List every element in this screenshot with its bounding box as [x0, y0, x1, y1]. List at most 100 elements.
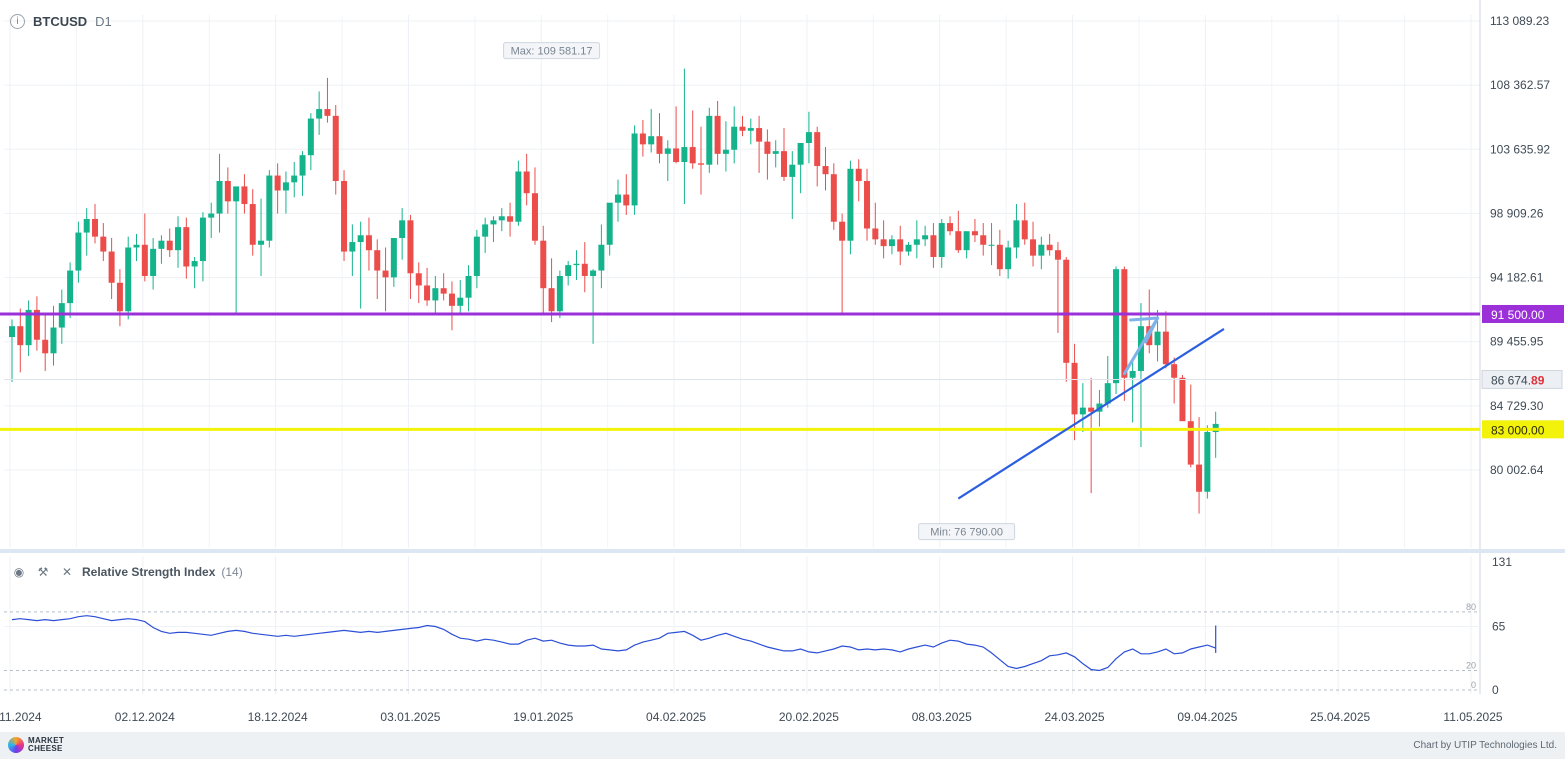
candle-body: [1154, 331, 1161, 346]
brand-mark-icon: [8, 737, 24, 753]
candle-body: [639, 133, 646, 145]
candle-body: [258, 240, 265, 245]
max-price-label-bg: [503, 42, 601, 60]
candle-body: [988, 244, 995, 246]
candle-body: [731, 126, 738, 150]
time-tick-label: 09.04.2025: [1177, 710, 1237, 724]
rsi-line: [11, 615, 1217, 672]
trend-line[interactable]: [957, 327, 1225, 500]
time-tick-label: 11.05.2025: [1443, 710, 1502, 724]
brand-logo[interactable]: MARKET CHEESE: [8, 737, 64, 753]
candle-body: [274, 175, 281, 191]
candle-body: [897, 239, 904, 252]
candle-body: [1013, 220, 1020, 248]
candle-body: [208, 213, 215, 218]
candle-body: [1071, 362, 1078, 415]
current-price-main: 86 674.: [1491, 373, 1531, 387]
rsi-header: ◉ ⚒ ✕ Relative Strength Index (14): [10, 563, 243, 581]
time-tick-label: 24.03.2025: [1045, 710, 1105, 724]
candle-body: [141, 244, 148, 276]
pane-separator[interactable]: [0, 549, 1565, 553]
candle-body: [50, 327, 57, 354]
candle-body: [573, 263, 580, 266]
candle-body: [590, 270, 597, 276]
candle-body: [191, 261, 198, 267]
info-circle-icon[interactable]: i: [10, 14, 25, 29]
candle-body: [664, 148, 671, 154]
candle-body: [490, 220, 497, 225]
candle-body: [150, 248, 157, 276]
candle-body: [706, 115, 713, 165]
candle-body: [482, 224, 489, 237]
wrench-icon[interactable]: ⚒: [37, 565, 49, 579]
candle-body: [955, 231, 962, 251]
candle-body: [1179, 377, 1186, 422]
candle-body: [324, 109, 331, 116]
candle-body: [1171, 364, 1178, 378]
candle-body: [930, 235, 937, 257]
credit-text[interactable]: Chart by UTIP Technologies Ltd.: [1413, 740, 1557, 751]
rsi-tick-label: 65: [1492, 619, 1506, 633]
rsi-level-label: 80: [1466, 602, 1476, 612]
candle-body: [266, 175, 273, 241]
candle-body: [83, 218, 90, 233]
price-tick-label: 80 002.64: [1490, 463, 1544, 477]
eye-icon[interactable]: ◉: [13, 565, 25, 579]
candle-body: [1046, 244, 1053, 251]
candle-body: [1196, 464, 1203, 492]
candle-body: [233, 186, 240, 202]
price-tick-label: 113 089.23: [1490, 14, 1549, 28]
candle-body: [864, 180, 871, 229]
time-tick-label: 18.12.2024: [248, 710, 308, 724]
candle-body: [1038, 244, 1045, 256]
candle-body: [980, 235, 987, 245]
candle-body: [399, 220, 406, 238]
arrow-head[interactable]: [1129, 316, 1160, 344]
timeframe-label: D1: [95, 14, 112, 29]
candle-body: [1063, 259, 1070, 363]
candle-body: [797, 142, 804, 165]
candle-body: [697, 163, 704, 165]
candle-body: [17, 326, 24, 346]
max-price-label: Max: 109 581.17: [511, 46, 593, 58]
candle-body: [656, 136, 663, 154]
candle-body: [888, 239, 895, 247]
candle-body: [365, 235, 372, 251]
candle-body: [25, 309, 32, 346]
time-tick-label: 20.02.2025: [779, 710, 839, 724]
candle-body: [299, 155, 306, 176]
candle-body: [374, 250, 381, 271]
candle-body: [382, 270, 389, 278]
candle-body: [158, 240, 165, 249]
candle-body: [855, 168, 862, 181]
price-tick-label: 98 909.26: [1490, 206, 1544, 220]
brand-line-2: CHEESE: [28, 744, 63, 753]
candle-body: [789, 164, 796, 177]
candle-body: [1162, 331, 1169, 365]
close-icon[interactable]: ✕: [61, 565, 73, 579]
candle-body: [9, 326, 15, 338]
candle-body: [67, 270, 74, 304]
candle-body: [341, 180, 348, 252]
time-tick-label: 04.02.2025: [646, 710, 706, 724]
candle-body: [739, 126, 746, 131]
candle-body: [722, 149, 729, 154]
candle-body: [747, 128, 754, 131]
candle-body: [623, 194, 630, 206]
time-tick-label: 19.01.2025: [513, 710, 573, 724]
candle-body: [133, 244, 140, 248]
candle-body: [1079, 407, 1086, 415]
candle-body: [498, 216, 505, 221]
candle-body: [872, 228, 879, 240]
candle-body: [183, 227, 190, 267]
candle-body: [830, 174, 837, 222]
candle-body: [457, 297, 464, 306]
candle-body: [1113, 269, 1120, 384]
candle-body: [249, 204, 256, 245]
candle-body: [349, 242, 356, 252]
candle-body: [100, 236, 107, 252]
candle-body: [216, 180, 223, 214]
candle-body: [996, 244, 1003, 270]
